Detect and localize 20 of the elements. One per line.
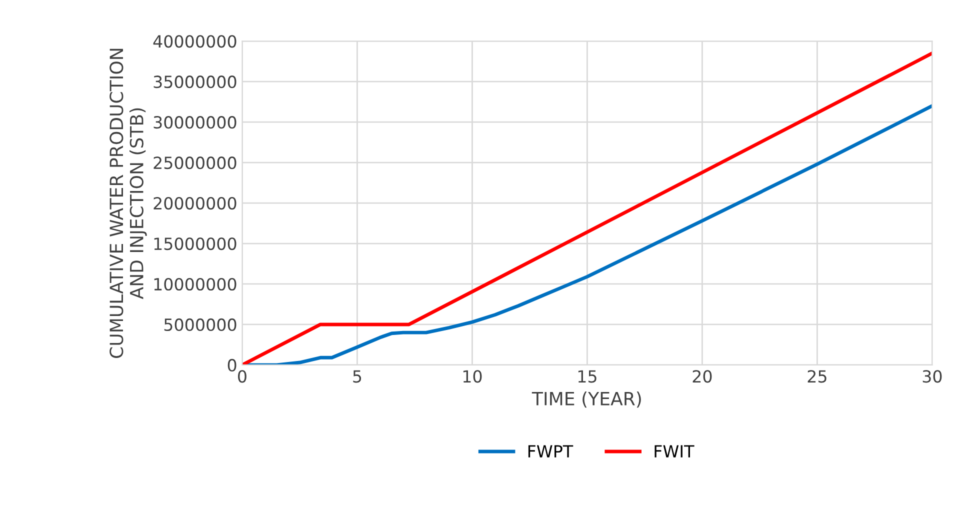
y-tick-label: 0 bbox=[228, 358, 236, 372]
x-tick-label: 10 bbox=[463, 370, 482, 383]
x-tick-label: 20 bbox=[692, 370, 712, 383]
x-tick-label: 5 bbox=[353, 370, 362, 383]
x-tick-label: 0 bbox=[238, 370, 246, 383]
y-axis-title: CUMULATIVE WATER PRODUCTION AND INJECTION (STB) bbox=[110, 48, 147, 358]
y-tick-label: 35000000 bbox=[154, 76, 236, 88]
x-tick-label: 30 bbox=[922, 370, 942, 383]
x-axis-title: TIME (YEAR) bbox=[532, 392, 641, 408]
legend-label: FWIT bbox=[654, 445, 694, 458]
x-tick-label: 15 bbox=[578, 370, 596, 383]
y-tick-label: 25000000 bbox=[154, 156, 236, 170]
x-tick-label: 25 bbox=[808, 370, 826, 383]
y-tick-label: 10000000 bbox=[154, 278, 236, 291]
y-tick-label: 15000000 bbox=[154, 237, 236, 250]
y-tick-label: 30000000 bbox=[154, 116, 236, 129]
y-tick-label: 5000000 bbox=[164, 318, 236, 332]
y-tick-label: 40000000 bbox=[153, 35, 236, 48]
legend-label: FWPT bbox=[528, 445, 574, 458]
y-tick-label: 20000000 bbox=[154, 196, 236, 210]
